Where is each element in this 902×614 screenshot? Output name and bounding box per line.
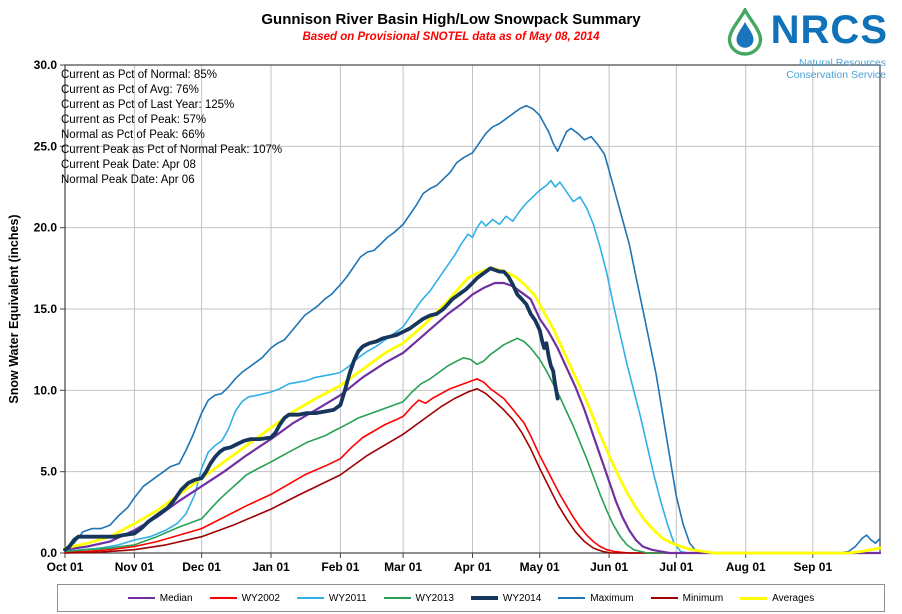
svg-text:May 01: May 01 (520, 560, 560, 574)
water-drop-icon (727, 8, 762, 56)
svg-text:0.0: 0.0 (40, 546, 57, 560)
svg-text:15.0: 15.0 (34, 302, 58, 316)
legend-item-wy2011: WY2011 (296, 592, 367, 604)
svg-text:Oct 01: Oct 01 (47, 560, 84, 574)
nrcs-logo: NRCS (724, 8, 888, 56)
svg-text:Dec 01: Dec 01 (182, 560, 221, 574)
stat-normal-pct-of-peak: Normal as Pct of Peak: 66% (61, 129, 205, 141)
stat-pct-of-avg: Current as Pct of Avg: 76% (61, 84, 199, 96)
svg-text:25.0: 25.0 (34, 139, 58, 153)
svg-text:20.0: 20.0 (34, 221, 58, 235)
svg-text:Jan 01: Jan 01 (252, 560, 290, 574)
stat-current-peak-date: Current Peak Date: Apr 08 (61, 159, 196, 171)
legend-item-wy2013: WY2013 (383, 592, 454, 604)
legend-swatch-median (127, 597, 155, 599)
stat-peak-pct-of-normal-peak: Current Peak as Pct of Normal Peak: 107% (61, 144, 283, 156)
legend-label-wy2014: WY2014 (502, 592, 542, 604)
legend-item-wy2014: WY2014 (470, 592, 542, 604)
legend-item-minimum: Minimum (650, 592, 724, 604)
legend-item-maximum: Maximum (558, 592, 634, 604)
svg-text:Apr 01: Apr 01 (454, 560, 492, 574)
legend-label-wy2002: WY2002 (241, 592, 280, 604)
legend-swatch-wy2013 (383, 597, 411, 599)
legend-item-averages: Averages (740, 593, 814, 604)
legend-label-median: Median (159, 592, 193, 604)
y-axis-label: Snow Water Equivalent (inches) (7, 214, 21, 404)
legend-item-wy2002: WY2002 (209, 592, 280, 604)
summary-stats-block: Current as Pct of Normal: 85% Current as… (61, 68, 282, 188)
legend-label-wy2011: WY2011 (328, 592, 367, 604)
stat-pct-of-normal: Current as Pct of Normal: 85% (61, 69, 217, 81)
legend-label-averages: Averages (772, 592, 815, 604)
page-title: Gunnison River Basin High/Low Snowpack S… (261, 11, 641, 28)
svg-text:Jul 01: Jul 01 (659, 560, 693, 574)
stat-pct-of-peak: Current as Pct of Peak: 57% (61, 114, 207, 126)
stat-pct-of-last-year: Current as Pct of Last Year: 125% (61, 99, 235, 111)
nrcs-wordmark: NRCS (770, 8, 888, 52)
legend-label-minimum: Minimum (682, 592, 724, 604)
nrcs-tagline: Natural Resources Conservation Service (786, 57, 886, 81)
tagline-line-2: Conservation Service (786, 69, 886, 81)
legend-swatch-averages (740, 596, 768, 600)
svg-text:5.0: 5.0 (40, 465, 57, 479)
chart-subtitle: Based on Provisional SNOTEL data as of M… (302, 31, 600, 43)
svg-text:Nov 01: Nov 01 (115, 560, 155, 574)
tagline-line-1: Natural Resources (799, 57, 886, 69)
legend-swatch-maximum (558, 597, 586, 599)
svg-text:30.0: 30.0 (34, 58, 58, 72)
legend-swatch-wy2011 (296, 597, 324, 599)
svg-text:Feb 01: Feb 01 (321, 560, 359, 574)
legend-swatch-wy2002 (209, 597, 237, 599)
legend-swatch-minimum (650, 597, 678, 599)
legend: Median WY2002 WY2011 WY2013 WY2014 Maximum Min… (57, 584, 885, 612)
svg-text:Mar 01: Mar 01 (384, 560, 422, 574)
stat-normal-peak-date: Normal Peak Date: Apr 06 (61, 174, 195, 186)
svg-text:Jun 01: Jun 01 (590, 560, 628, 574)
legend-label-maximum: Maximum (590, 592, 634, 604)
legend-swatch-wy2014 (470, 596, 498, 600)
svg-text:10.0: 10.0 (34, 383, 58, 397)
svg-text:Aug 01: Aug 01 (726, 560, 766, 574)
legend-item-median: Median (127, 592, 193, 604)
svg-text:Sep 01: Sep 01 (793, 560, 832, 574)
legend-label-wy2013: WY2013 (415, 592, 454, 604)
